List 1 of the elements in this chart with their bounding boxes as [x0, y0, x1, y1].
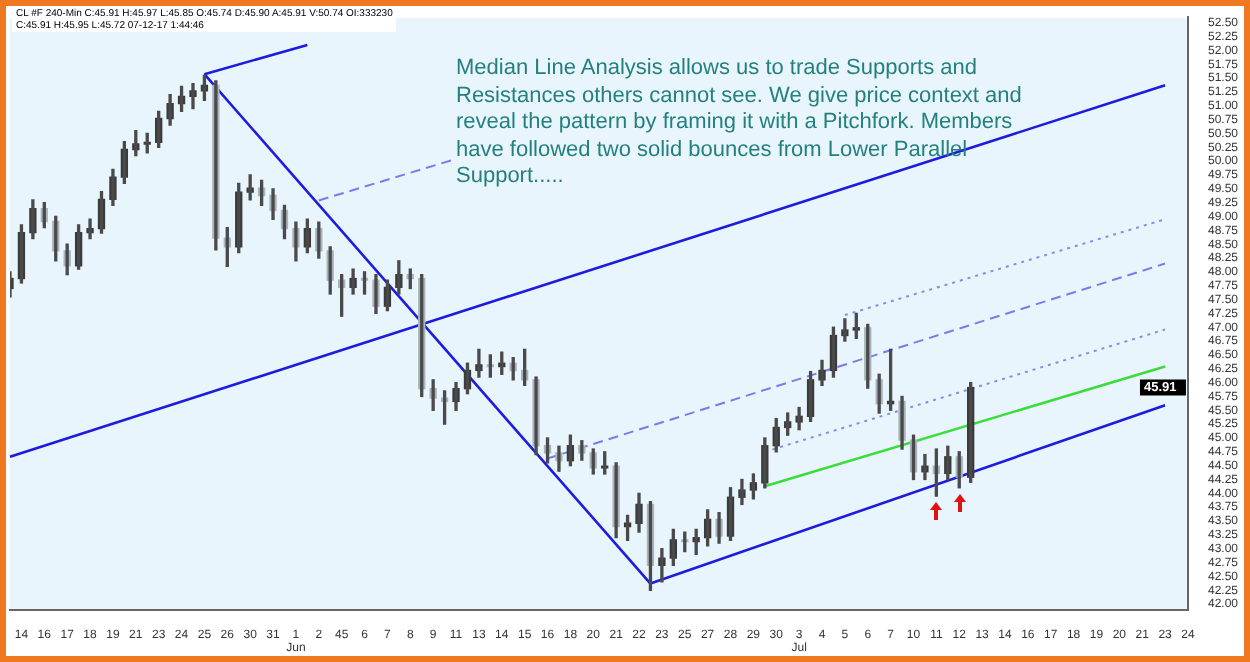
annotation: Median Line Analysis allows us to trade Supports and Resistances others cannot see. We give price context and reveal the pattern by framing it with a Pitchfork. Members have followed two solid bounces from Lower Parallel Support.....	[456, 56, 1024, 191]
